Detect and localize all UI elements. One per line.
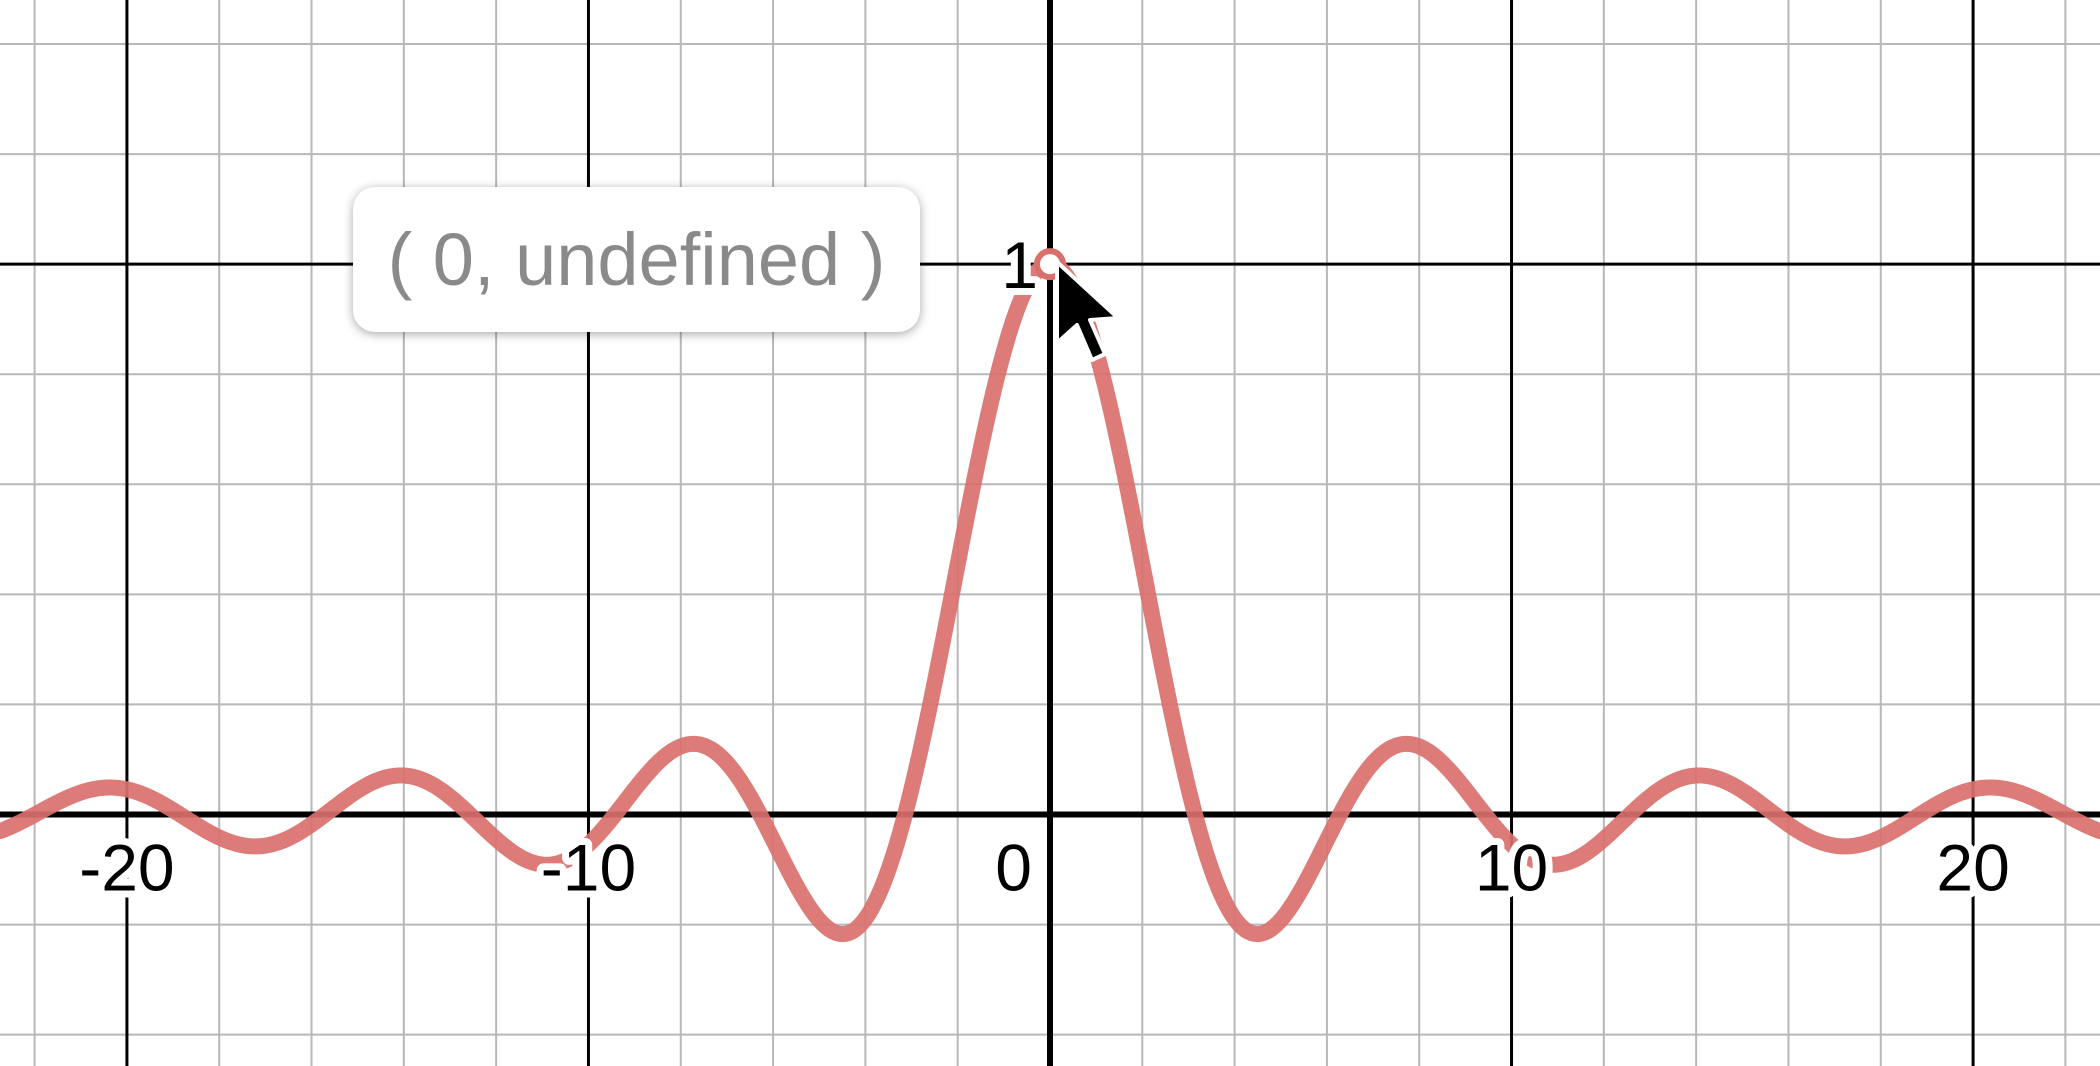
arrow-cursor-icon [1055,260,1120,362]
x-tick-label: 20 [1936,830,2009,904]
point-tooltip: ( 0, undefined ) [353,187,920,332]
x-tick-label: 10 [1475,830,1548,904]
x-tick-label: -10 [541,830,636,904]
x-tick-label: 0 [995,830,1032,904]
tick-labels: -20 -10 0 10 20 1 [72,221,2017,911]
y-tick-label: 1 [1001,228,1038,302]
x-tick-label: -20 [79,830,174,904]
